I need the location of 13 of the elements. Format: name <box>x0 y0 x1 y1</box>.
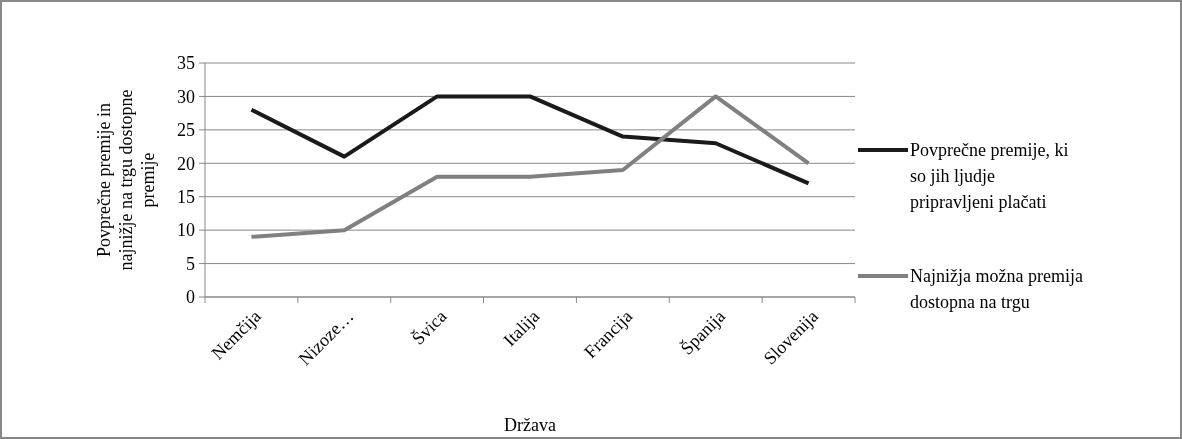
y-tick-label: 20 <box>177 153 195 174</box>
x-axis-title: Država <box>504 415 556 435</box>
y-tick-label: 25 <box>177 120 195 141</box>
y-tick-label: 5 <box>186 253 195 274</box>
y-tick-label: 10 <box>177 220 195 241</box>
legend-label: Povprečne premije, ki so jih ljudje pripravljeni plačati <box>910 140 1069 213</box>
y-tick-label: 0 <box>186 287 195 308</box>
line-series <box>249 94 811 186</box>
y-tick-label: 35 <box>177 53 195 74</box>
legend-label: Najnižja možna premija dostopna na trgu <box>910 266 1083 313</box>
y-axis-title: Povprečne premije in najnižje na trgu dostopne premije <box>94 89 158 271</box>
y-tick-label: 30 <box>177 86 195 107</box>
y-tick-label: 15 <box>177 187 195 208</box>
